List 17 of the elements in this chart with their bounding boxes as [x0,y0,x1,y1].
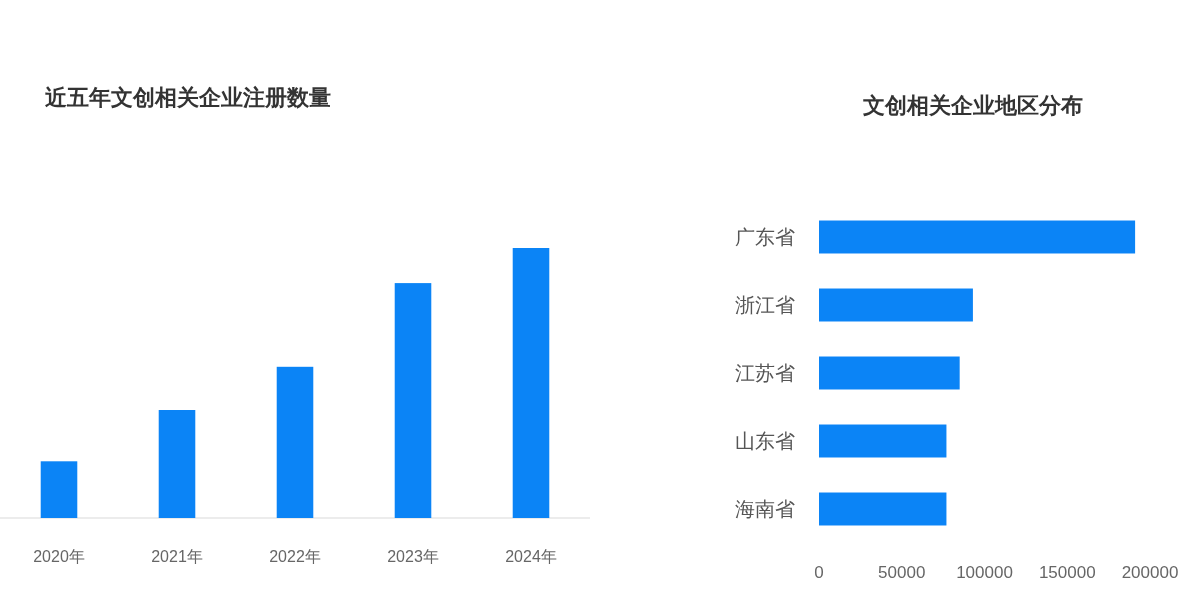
x-tick-label: 2020年 [33,548,85,565]
y-tick-label: 山东省 [735,430,795,452]
x-tick-label: 2022年 [269,548,321,565]
y-tick-label: 浙江省 [735,294,795,316]
x-tick-label: 50000 [878,563,926,582]
y-tick-label: 广东省 [735,226,795,248]
y-tick-label: 江苏省 [735,362,795,384]
x-tick-label: 150000 [1038,563,1096,582]
x-tick-label: 200000 [1121,563,1179,582]
x-tick-label: 0 [814,563,824,582]
chart-title: 近五年文创相关企业注册数量 [44,85,331,110]
x-tick-label: 100000 [956,563,1013,582]
x-tick-label: 2021年 [151,548,203,565]
y-tick-label: 海南省 [735,498,795,520]
chart-title: 文创相关企业地区分布 [862,93,1083,118]
x-tick-label: 2023年 [387,548,439,565]
x-tick-label: 2024年 [505,548,557,565]
